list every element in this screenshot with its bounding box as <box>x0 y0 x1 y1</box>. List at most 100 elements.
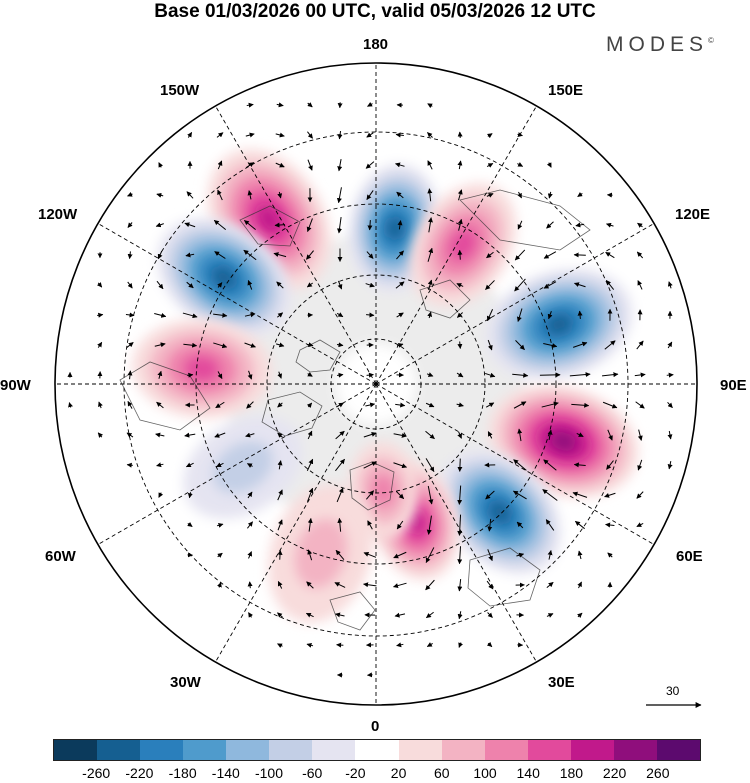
meridian-line <box>375 383 655 545</box>
wind-vector <box>215 401 225 409</box>
wind-vector <box>213 312 228 318</box>
wind-vector <box>247 463 253 468</box>
colorbar <box>53 739 701 761</box>
wind-vector <box>307 131 313 139</box>
wind-vector <box>187 132 193 138</box>
wind-vector <box>636 340 644 350</box>
colorbar-swatch <box>527 740 571 760</box>
meridian-line <box>375 223 655 385</box>
colorbar-tick-label: 100 <box>473 765 497 781</box>
wind-vector <box>513 401 527 409</box>
wind-vector <box>606 222 614 228</box>
wind-vector <box>276 281 284 289</box>
colorbar-tick-label: 20 <box>390 765 407 781</box>
wind-vector <box>275 132 285 138</box>
wind-vector <box>637 222 643 228</box>
wind-vector <box>307 430 313 440</box>
lon-label-0: 0 <box>371 718 380 735</box>
wind-vector <box>276 102 284 108</box>
lon-label-120w: 120W <box>38 206 78 223</box>
wind-vector <box>156 462 164 468</box>
wind-vector <box>543 281 557 289</box>
wind-vector <box>577 550 583 560</box>
anomaly-contour <box>489 501 511 523</box>
wind-vector <box>457 341 463 349</box>
wind-vector <box>577 192 583 198</box>
wind-vector <box>247 370 253 380</box>
wind-vector <box>335 612 345 618</box>
wind-vector <box>546 162 552 168</box>
wind-vector <box>457 546 463 565</box>
wind-vector <box>457 458 463 472</box>
wind-vector <box>457 485 463 505</box>
wind-vector <box>543 251 557 259</box>
colorbar-swatch <box>656 740 700 760</box>
wind-vector <box>182 312 198 319</box>
wind-vector <box>396 312 404 318</box>
wind-vector <box>393 432 407 438</box>
wind-vector <box>576 432 584 438</box>
wind-vector <box>667 401 673 409</box>
wind-vector <box>185 462 194 468</box>
wind-vector <box>547 429 553 441</box>
colorbar-tick-label: -140 <box>211 765 240 781</box>
wind-vector <box>607 429 613 441</box>
wind-vector <box>425 579 435 591</box>
wind-vector <box>337 159 343 172</box>
wind-vector <box>541 401 559 408</box>
wind-vector <box>245 132 255 138</box>
wind-vector <box>604 492 616 498</box>
wind-vector <box>577 612 583 618</box>
wind-vector <box>366 312 375 318</box>
wind-vector <box>214 432 226 438</box>
wind-vector <box>154 312 167 318</box>
anomaly-contour <box>371 474 396 508</box>
wind-vector <box>573 252 586 258</box>
wind-vector <box>545 519 555 531</box>
colorbar-swatch <box>355 740 399 760</box>
meridian-line <box>215 383 377 663</box>
wind-vector <box>305 612 314 618</box>
wind-vector <box>155 222 164 228</box>
colorbar-swatch <box>54 740 98 760</box>
wind-vector <box>275 162 285 168</box>
wind-vector <box>395 402 406 408</box>
anomaly-contour <box>449 229 477 261</box>
wind-vector <box>274 222 286 228</box>
wind-vector <box>277 643 283 649</box>
wind-vector <box>244 342 256 348</box>
wind-vector <box>217 371 223 379</box>
anomaly-contour <box>294 519 348 589</box>
wind-vector <box>306 402 313 409</box>
wind-vector <box>667 341 673 349</box>
colorbar-tick-label: -260 <box>82 765 111 781</box>
wind-vector <box>336 312 344 318</box>
wind-vector <box>637 280 643 290</box>
wind-vector <box>68 402 73 408</box>
wind-vector <box>427 103 433 109</box>
wind-vector <box>214 251 226 259</box>
wind-vector <box>485 372 496 378</box>
wind-vector <box>247 551 253 559</box>
wind-vector <box>427 132 433 138</box>
wind-vector <box>366 251 374 259</box>
wind-vector <box>514 249 526 261</box>
wind-vector <box>125 312 135 318</box>
wind-vector <box>512 490 527 500</box>
colorbar-tick-label: 260 <box>646 765 670 781</box>
wind-vector <box>667 281 673 289</box>
wind-vector <box>366 372 374 378</box>
wind-vector <box>571 402 590 408</box>
wind-vector <box>514 278 526 292</box>
wind-vector <box>217 282 223 288</box>
wind-vector <box>486 193 494 198</box>
colorbar-tick-label: -180 <box>168 765 197 781</box>
wind-vector <box>487 518 493 532</box>
wind-vector <box>307 102 313 108</box>
wind-vector <box>184 432 196 438</box>
wind-vector <box>277 371 282 379</box>
coastlines <box>119 189 591 631</box>
wind-vector <box>543 459 557 471</box>
wind-vector <box>426 642 433 647</box>
wind-vector <box>306 581 314 589</box>
